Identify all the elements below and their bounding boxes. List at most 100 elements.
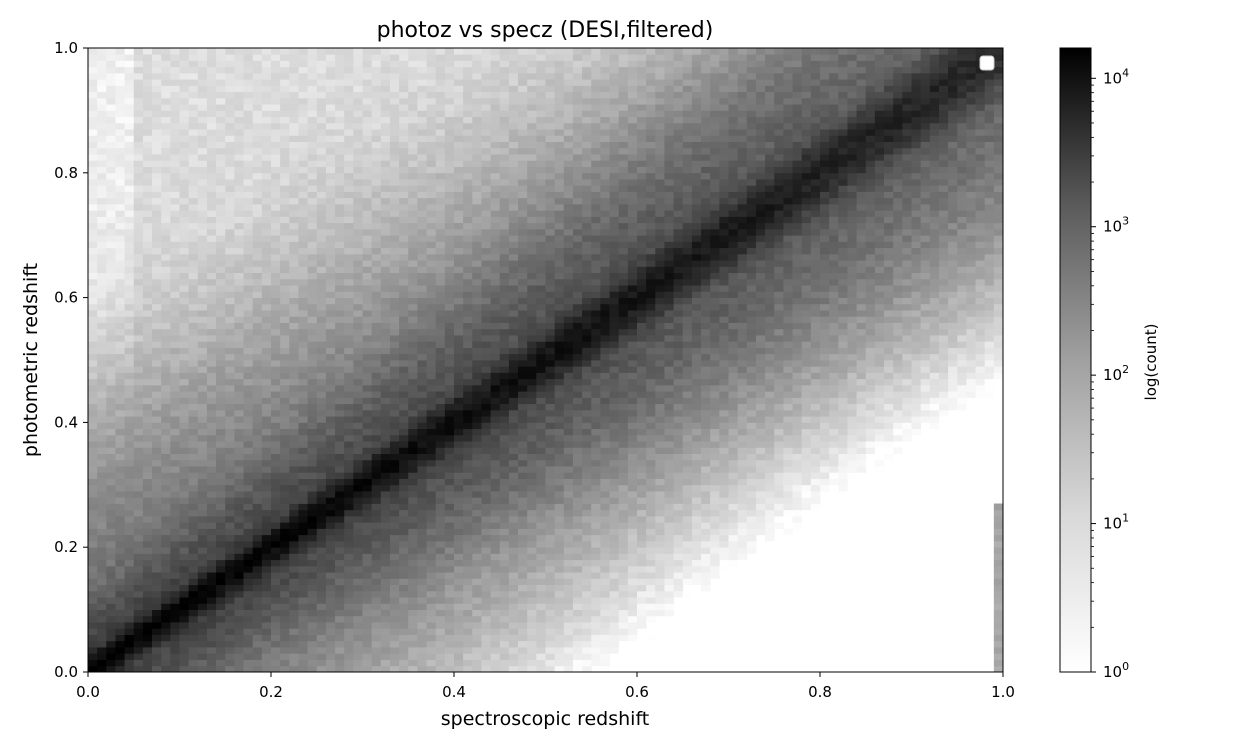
heatmap-cell xyxy=(371,172,382,180)
heatmap-cell xyxy=(463,497,473,504)
heatmap-cell xyxy=(225,653,235,660)
heatmap-cell xyxy=(316,85,327,93)
heatmap-cell xyxy=(344,416,354,423)
heatmap-cell xyxy=(325,260,336,267)
heatmap-cell xyxy=(371,441,382,448)
heatmap-cell xyxy=(243,179,254,186)
heatmap-cell xyxy=(188,441,199,448)
heatmap-cell xyxy=(417,328,427,336)
heatmap-cell xyxy=(106,565,116,573)
heatmap-cell xyxy=(335,447,345,454)
heatmap-cell xyxy=(106,129,116,136)
heatmap-cell xyxy=(133,453,144,461)
heatmap-cell xyxy=(417,522,427,529)
heatmap-cell xyxy=(454,609,464,617)
heatmap-cell xyxy=(188,66,199,74)
heatmap-cell xyxy=(472,247,482,255)
heatmap-cell xyxy=(325,147,336,155)
heatmap-cell xyxy=(225,509,235,517)
heatmap-cell xyxy=(444,416,455,423)
heatmap-cell xyxy=(335,335,345,342)
heatmap-cell xyxy=(426,97,437,105)
heatmap-cell xyxy=(417,260,427,267)
heatmap-cell xyxy=(234,222,244,230)
heatmap-cell xyxy=(142,72,153,80)
heatmap-cell xyxy=(353,210,363,217)
heatmap-cell xyxy=(371,472,382,479)
heatmap-cell xyxy=(362,603,373,610)
heatmap-cell xyxy=(115,122,125,130)
heatmap-cell xyxy=(490,472,501,479)
heatmap-cell xyxy=(206,634,217,642)
heatmap-cell xyxy=(527,653,537,660)
heatmap-cell xyxy=(216,228,226,236)
heatmap-cell xyxy=(106,260,116,267)
heatmap-cell xyxy=(371,528,382,536)
heatmap-cell xyxy=(389,659,400,667)
heatmap-cell xyxy=(280,478,290,486)
heatmap-cell xyxy=(225,235,235,242)
heatmap-cell xyxy=(216,172,226,180)
heatmap-cell xyxy=(97,310,107,317)
heatmap-cell xyxy=(216,441,226,448)
heatmap-cell xyxy=(115,316,125,323)
heatmap-cell xyxy=(362,665,373,673)
heatmap-cell xyxy=(307,634,318,642)
heatmap-cell xyxy=(435,85,446,93)
heatmap-cell xyxy=(362,491,373,498)
heatmap-cell xyxy=(344,478,354,486)
heatmap-cell xyxy=(124,466,135,473)
heatmap-cell xyxy=(472,185,482,192)
heatmap-cell xyxy=(316,578,327,586)
heatmap-cell xyxy=(298,260,308,267)
heatmap-cell xyxy=(243,397,254,405)
heatmap-cell xyxy=(472,472,482,479)
heatmap-cell xyxy=(454,204,464,211)
heatmap-cell xyxy=(133,472,144,479)
heatmap-cell xyxy=(435,553,446,561)
heatmap-cell xyxy=(271,85,281,93)
heatmap-cell xyxy=(170,572,180,579)
heatmap-cell xyxy=(499,366,510,373)
heatmap-cell xyxy=(298,253,308,261)
heatmap-cell xyxy=(371,291,382,298)
heatmap-cell xyxy=(261,310,272,317)
heatmap-cell xyxy=(106,97,116,105)
heatmap-cell xyxy=(197,447,208,454)
heatmap-cell xyxy=(124,91,135,99)
heatmap-cell xyxy=(417,547,427,554)
heatmap-cell xyxy=(435,491,446,498)
heatmap-cell xyxy=(472,122,482,130)
heatmap-cell xyxy=(280,278,290,286)
heatmap-cell xyxy=(161,60,171,68)
heatmap-cell xyxy=(188,422,199,430)
heatmap-cell xyxy=(362,528,373,536)
heatmap-cell xyxy=(499,378,510,386)
heatmap-cell xyxy=(280,360,290,367)
heatmap-cell xyxy=(371,328,382,336)
heatmap-cell xyxy=(371,266,382,274)
heatmap-cell xyxy=(335,559,345,567)
heatmap-cell xyxy=(206,366,217,373)
heatmap-cell xyxy=(444,434,455,442)
heatmap-cell xyxy=(371,453,382,461)
heatmap-cell xyxy=(234,122,244,130)
heatmap-cell xyxy=(188,559,199,567)
heatmap-cell xyxy=(472,547,482,554)
heatmap-cell xyxy=(362,384,373,392)
heatmap-cell xyxy=(499,210,510,217)
heatmap-cell xyxy=(243,409,254,417)
heatmap-cell xyxy=(142,553,153,561)
heatmap-cell xyxy=(463,459,473,467)
heatmap-cell xyxy=(454,416,464,423)
heatmap-cell xyxy=(316,665,327,673)
heatmap-cell xyxy=(399,441,409,448)
heatmap-cell xyxy=(252,97,263,105)
heatmap-cell xyxy=(371,603,382,610)
heatmap-cell xyxy=(243,328,254,336)
heatmap-cell xyxy=(188,472,199,479)
heatmap-cell xyxy=(426,597,437,604)
heatmap-cell xyxy=(307,235,318,242)
heatmap-cell xyxy=(499,665,510,673)
heatmap-cell xyxy=(197,384,208,392)
